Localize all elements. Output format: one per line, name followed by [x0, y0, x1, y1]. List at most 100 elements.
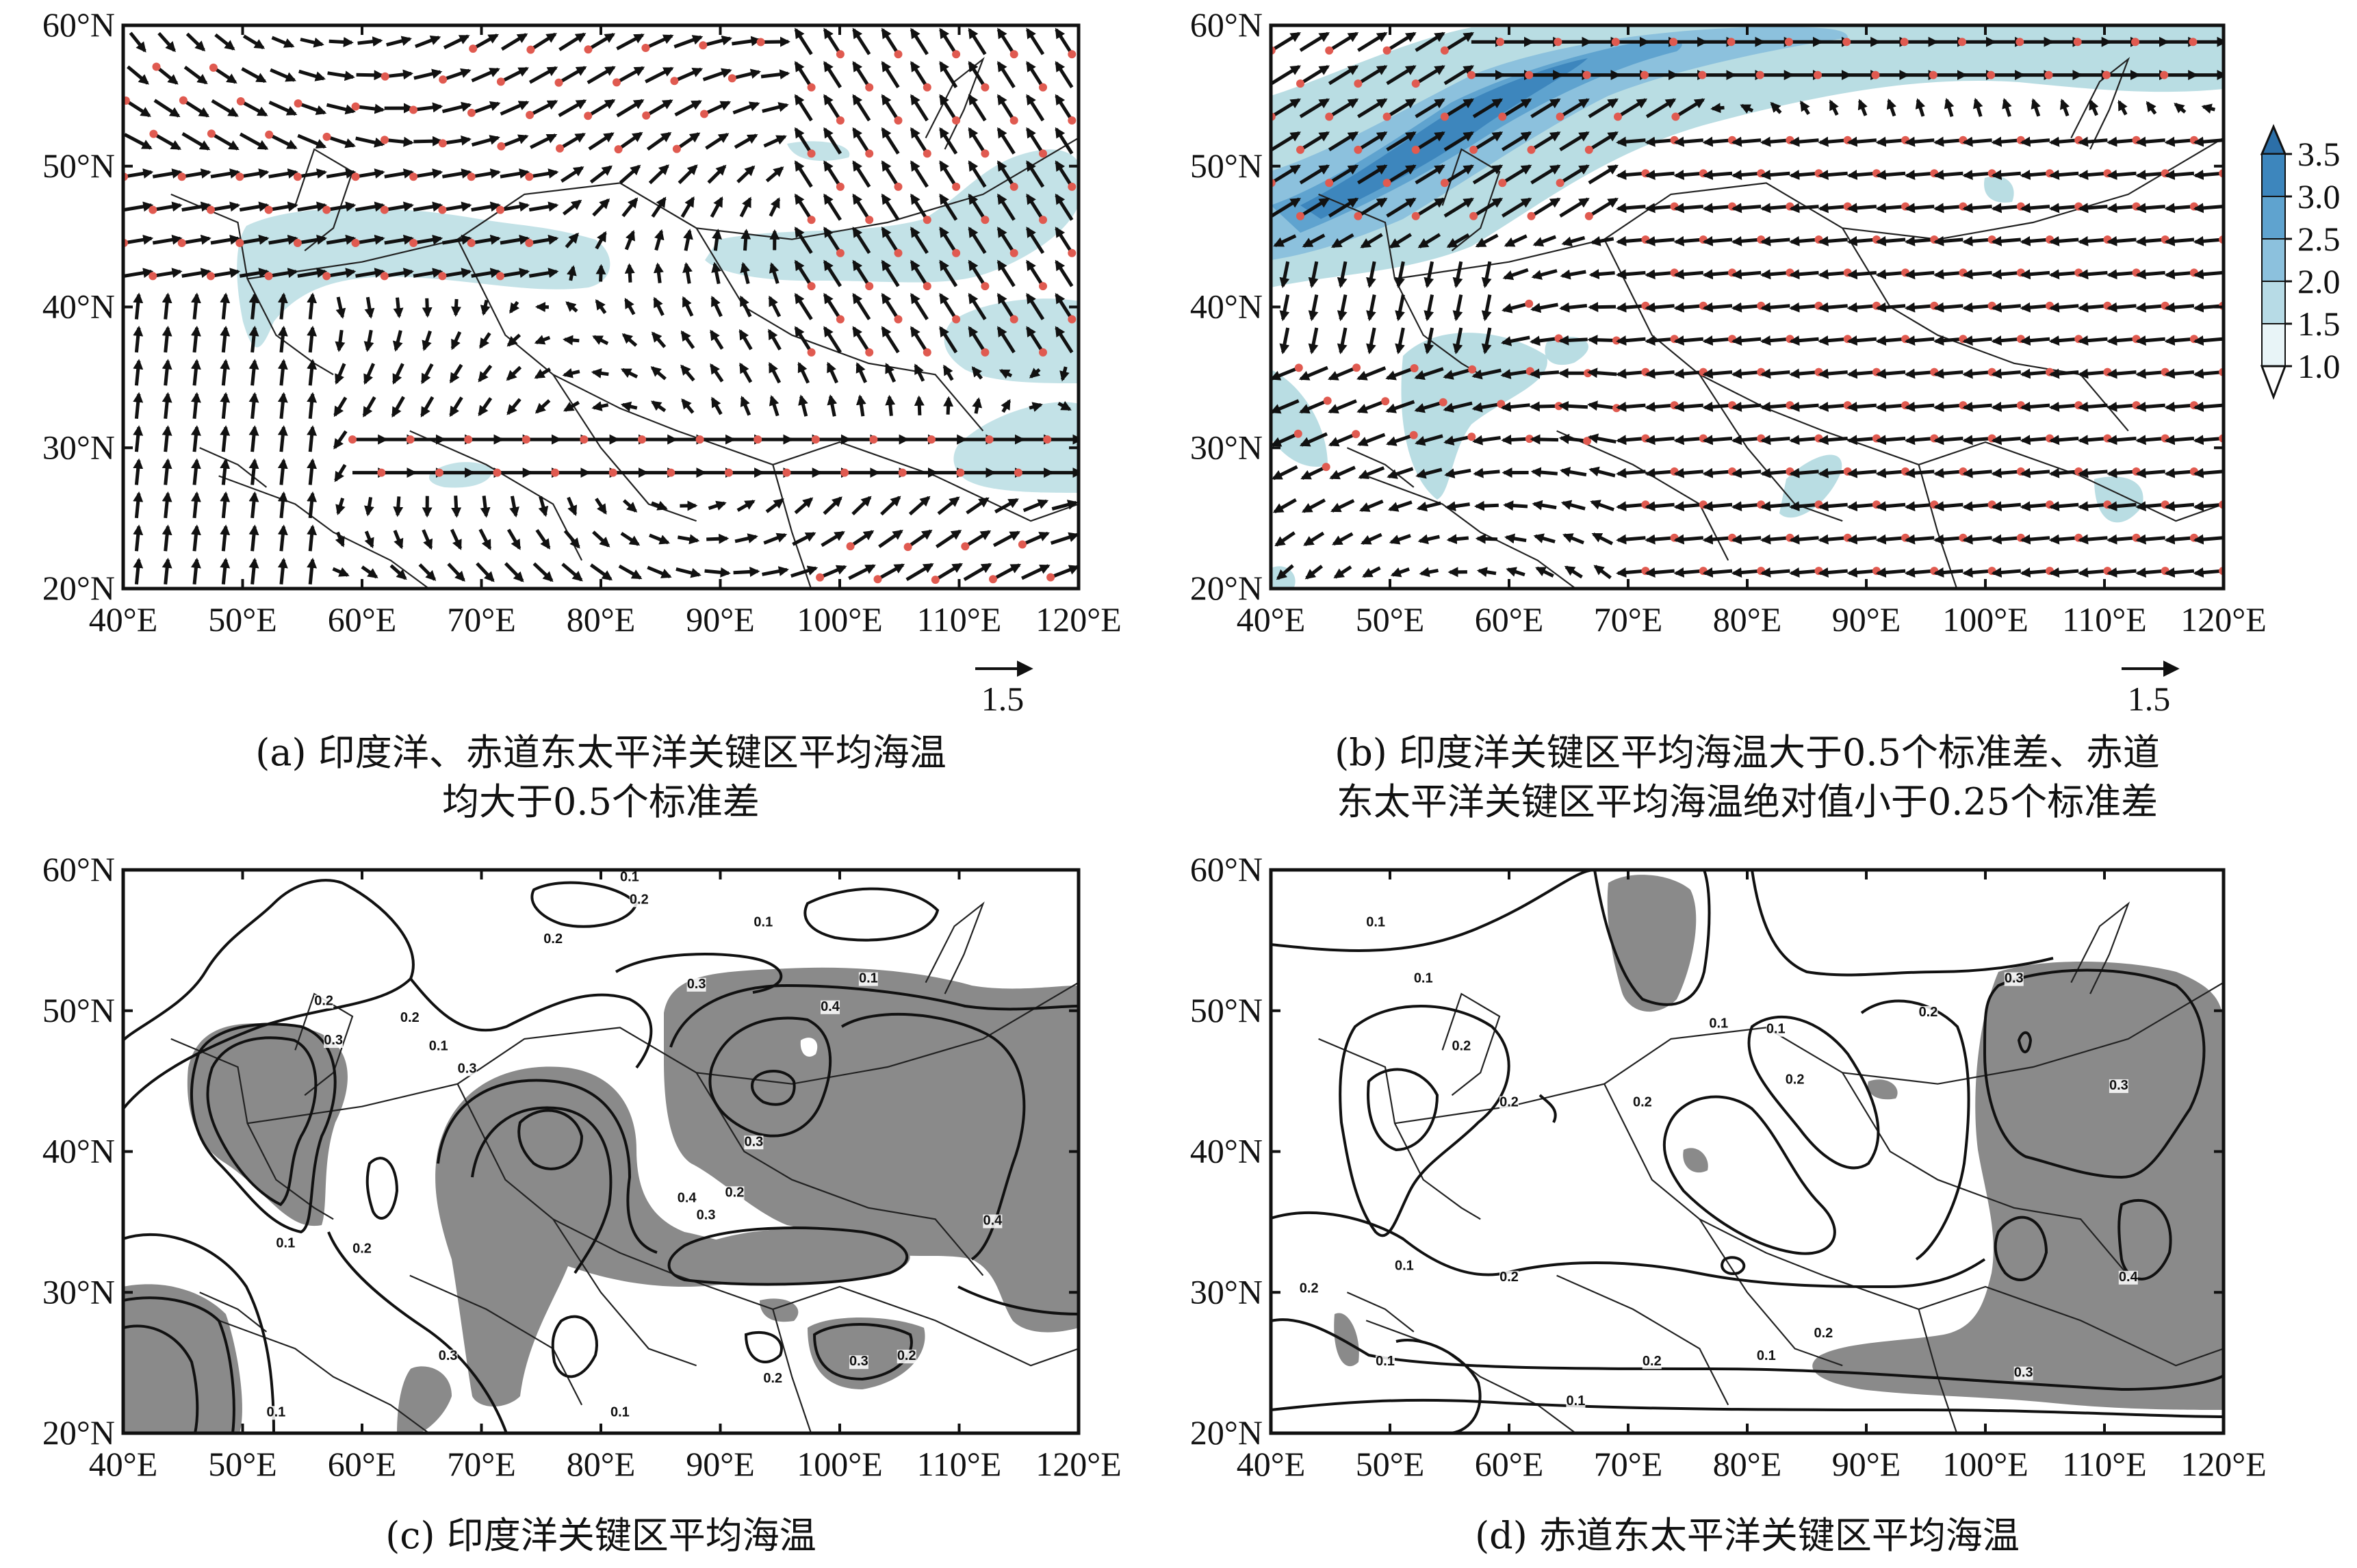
- significance-dot: [894, 50, 903, 59]
- wind-vector: [1991, 269, 2022, 280]
- contour-label: 0.3: [2005, 971, 2024, 986]
- wind-vector: [413, 268, 443, 279]
- significance-dot: [865, 149, 874, 158]
- wind-vector: [1944, 98, 1955, 117]
- wind-vector: [1875, 567, 1906, 578]
- wind-vector: [528, 168, 559, 179]
- wind-vector: [1473, 500, 1499, 511]
- wind-vector: [1358, 466, 1385, 480]
- significance-dot: [1640, 70, 1649, 79]
- wind-vector: [297, 168, 328, 179]
- significance-dot: [1009, 248, 1018, 257]
- wind-vector: [211, 99, 239, 118]
- wind-vector: [441, 168, 472, 179]
- wind-vector: [794, 61, 813, 88]
- wind-vector: [1962, 401, 1992, 412]
- lon-label: 70°E: [447, 1445, 516, 1483]
- wind-vector: [2020, 401, 2050, 412]
- wind-vector: [1531, 269, 1558, 280]
- wind-vector: [680, 330, 695, 350]
- wind-vector: [480, 496, 491, 518]
- wind-vector: [297, 201, 328, 212]
- significance-dot: [496, 77, 505, 86]
- significance-dot: [149, 272, 157, 281]
- wind-vector: [2193, 534, 2224, 545]
- wind-vector: [794, 193, 813, 221]
- wind-vector: [905, 563, 934, 582]
- significance-dot: [894, 182, 903, 191]
- significance-dot: [614, 145, 623, 154]
- wind-vector: [307, 557, 318, 585]
- significance-dot: [406, 435, 415, 444]
- wind-vector: [1616, 170, 1646, 180]
- lat-label: 60°N: [1190, 850, 1263, 888]
- wind-vector: [1616, 401, 1646, 412]
- wind-vector: [1415, 434, 1443, 446]
- wind-vector: [740, 261, 751, 285]
- panel-a-reference-label: 1.5: [981, 680, 1025, 718]
- wind-vector: [732, 101, 760, 115]
- colorbar-segment: [2261, 238, 2286, 282]
- significance-dot: [409, 172, 418, 181]
- wind-vector: [732, 68, 762, 80]
- wind-vector: [2135, 435, 2165, 446]
- significance-dot: [807, 348, 816, 357]
- wind-vector: [589, 165, 613, 184]
- contour-label: 0.2: [1452, 1038, 1471, 1053]
- wind-vector: [1616, 534, 1646, 545]
- contour-label: 0.3: [687, 977, 706, 992]
- significance-dot: [464, 435, 473, 444]
- wind-vector: [2193, 368, 2224, 379]
- wind-vector: [881, 27, 900, 55]
- wind-vector: [1389, 233, 1412, 249]
- wind-vector: [1559, 164, 1590, 185]
- wind-vector: [1770, 101, 1782, 114]
- wind-vector: [1271, 98, 1301, 118]
- wind-vector: [939, 292, 958, 320]
- significance-dot: [1439, 398, 1447, 407]
- significance-dot: [952, 116, 961, 125]
- significance-dot: [467, 239, 476, 247]
- wind-vector: [307, 391, 318, 419]
- wind-vector: [1561, 235, 1586, 247]
- panel-a-caption-line1: (a) 印度洋、赤道东太平洋关键区平均海温: [255, 731, 946, 774]
- wind-vector: [1472, 131, 1504, 152]
- wind-vector: [645, 66, 674, 83]
- wind-vector: [1559, 131, 1590, 152]
- wind-vector: [881, 127, 900, 155]
- wind-vector: [1702, 235, 1733, 246]
- lat-label: 40°N: [1190, 287, 1263, 326]
- significance-dot: [526, 111, 534, 119]
- wind-vector: [762, 566, 789, 576]
- wind-vector: [1991, 467, 2022, 478]
- wind-vector: [1991, 401, 2022, 412]
- contour-label: 0.4: [821, 999, 840, 1014]
- wind-vector: [268, 168, 298, 179]
- wind-vector: [1846, 170, 1877, 180]
- wind-vector: [734, 533, 758, 543]
- wind-vector: [769, 262, 780, 284]
- significance-dot: [756, 38, 765, 47]
- wind-vector: [1328, 64, 1359, 86]
- contour-label: 0.2: [1919, 1005, 1938, 1020]
- wind-vector: [478, 364, 493, 383]
- panel-d-axes: 60°N 50°N 40°N 30°N 20°N40°E 50°E 60°E 70°E 80°E…: [1190, 850, 2267, 1483]
- wind-vector: [506, 333, 521, 347]
- wind-vector: [1702, 501, 1733, 512]
- wind-vector: [248, 359, 259, 386]
- wind-vector: [1443, 131, 1474, 152]
- country-border: [695, 1072, 984, 1276]
- wind-vector: [450, 331, 462, 350]
- wind-vector: [1446, 534, 1469, 545]
- wind-vector: [355, 268, 385, 279]
- wind-vector: [910, 326, 929, 354]
- wind-vector: [792, 532, 816, 546]
- wind-vector: [1481, 294, 1492, 322]
- wind-vector: [2020, 368, 2050, 379]
- wind-vector: [2107, 567, 2137, 578]
- contour-label: 0.1: [1376, 1354, 1395, 1369]
- wind-vector: [852, 61, 871, 88]
- lon-label: 90°E: [1832, 600, 1901, 639]
- wind-vector: [646, 131, 672, 151]
- wind-vector: [1328, 131, 1359, 152]
